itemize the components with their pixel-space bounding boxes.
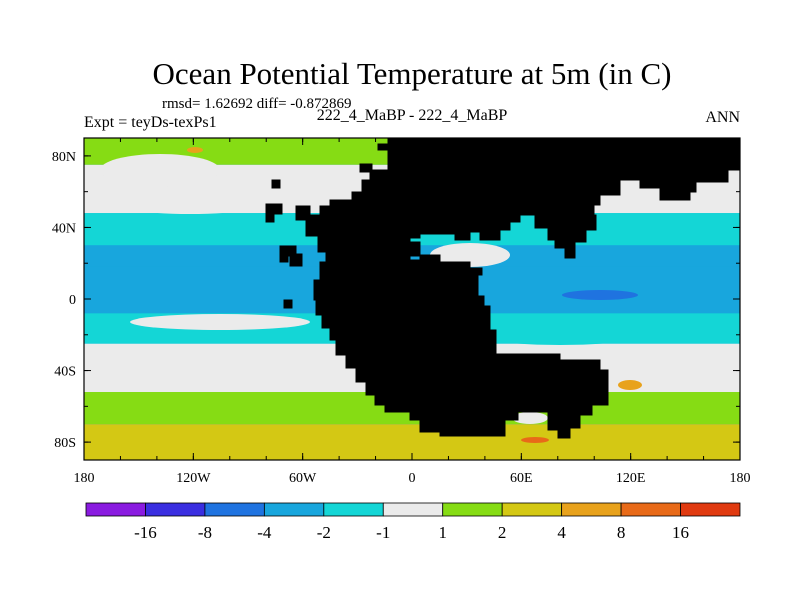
map-field — [84, 138, 740, 460]
colorbar-label-9: 16 — [672, 523, 689, 542]
x-tick-label-4: 60E — [510, 471, 533, 486]
x-tick-label-5: 120E — [616, 471, 646, 486]
chart-title: Ocean Potential Temperature at 5m (in C) — [153, 56, 672, 91]
x-tick-label-3: 0 — [409, 471, 416, 486]
land-bit-1 — [265, 203, 283, 223]
season-label: ANN — [705, 109, 740, 126]
x-tick-label-1: 120W — [176, 471, 211, 486]
colorbar-swatch-4 — [323, 502, 384, 517]
colorbar-swatch-5 — [382, 502, 444, 517]
colorbar-label-1: -8 — [198, 523, 212, 542]
x-axis: 180 120W 60W 0 60E 120E 180 — [74, 138, 751, 486]
land-bit-7 — [479, 305, 491, 317]
colorbar-label-4: -1 — [376, 523, 390, 542]
colorbar-swatch-8 — [561, 502, 622, 517]
y-tick-label-0: 80N — [52, 150, 76, 165]
y-axis: 80N 40N 0 40S 80S — [52, 150, 740, 451]
experiment-label: Expt = teyDs-texPs1 — [84, 114, 217, 131]
colorbar-label-2: -4 — [257, 523, 272, 542]
contour-blob-nw — [100, 154, 220, 186]
colorbar-label-6: 2 — [498, 523, 507, 542]
y-tick-label-4: 80S — [54, 436, 76, 451]
contour-warm-spot-n — [187, 147, 203, 153]
colorbar-swatch-9 — [620, 502, 681, 517]
contour-deep-blue — [562, 290, 638, 300]
colorbar-label-8: 8 — [617, 523, 626, 542]
land-mass-main — [295, 138, 740, 439]
colorbar-label-0: -16 — [134, 523, 157, 542]
colorbar-swatch-10 — [680, 502, 741, 517]
y-tick-label-1: 40N — [52, 221, 76, 236]
colorbar: -16 -8 -4 -2 -1 1 2 4 8 16 — [85, 502, 741, 542]
colorbar-swatch-3 — [263, 502, 325, 517]
colorbar-swatch-6 — [442, 502, 503, 517]
land-masses — [265, 138, 740, 439]
land-bit-6 — [405, 241, 421, 257]
comparison-label: 222_4_MaBP - 222_4_MaBP — [317, 107, 508, 124]
contour-blob-so — [512, 412, 548, 424]
colorbar-label-5: 1 — [438, 523, 447, 542]
contour-blob-sp — [130, 314, 310, 330]
x-tick-label-6: 180 — [730, 471, 751, 486]
x-tick-label-0: 180 — [74, 471, 95, 486]
colorbar-swatch-7 — [501, 502, 563, 517]
contour-blob-atl — [430, 243, 510, 267]
colorbar-swatch-0 — [85, 502, 146, 517]
y-tick-label-3: 40S — [54, 365, 76, 380]
contour-warm-spot — [618, 380, 642, 390]
colorbar-label-7: 4 — [557, 523, 566, 542]
contour-hot-spot — [521, 437, 549, 443]
contour-blob-io — [480, 325, 640, 345]
land-bit-3 — [289, 253, 303, 267]
land-bit-5 — [271, 179, 281, 189]
stats-text: rmsd= 1.62692 diff= -0.872869 — [162, 96, 352, 112]
y-tick-label-2: 0 — [69, 293, 76, 308]
x-tick-label-2: 60W — [289, 471, 317, 486]
land-bit-2 — [279, 245, 297, 263]
colorbar-swatch-2 — [204, 502, 265, 517]
colorbar-swatch-1 — [145, 502, 206, 517]
colorbar-label-3: -2 — [317, 523, 331, 542]
land-bit-8 — [649, 179, 663, 189]
contour-blob-nw2 — [100, 186, 280, 214]
land-bit-4 — [283, 299, 293, 309]
